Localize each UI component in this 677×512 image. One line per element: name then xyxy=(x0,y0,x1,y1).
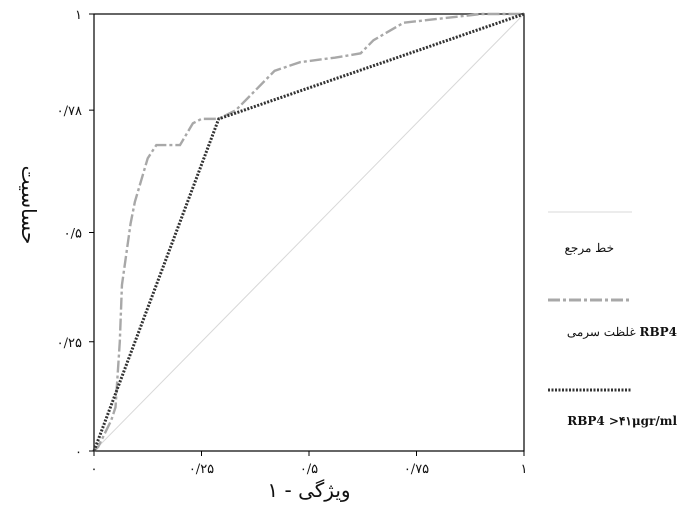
series-layer xyxy=(92,12,525,452)
y-tick-label: ۰/۷۸ xyxy=(57,104,82,119)
series-line-1 xyxy=(93,12,524,452)
legend-label-cutoff: RBP4 >۴۱μgr/ml xyxy=(567,414,677,428)
x-tick-label: ۰ xyxy=(91,462,98,477)
y-tick-label: ۰/۲۵ xyxy=(57,336,82,351)
x-tick-label: ۰/۷۵ xyxy=(404,462,429,477)
legend-label-serum: غلظت سرمی RBP4 xyxy=(567,325,677,339)
legend-label-serum-suffix: RBP4 xyxy=(640,325,677,339)
legend: خط مرجع غلظت سرمی RBP4 RBP4 >۴۱μgr/ml xyxy=(548,211,677,428)
y-tick-label: ۱ xyxy=(75,8,82,23)
x-tick-label: ۰/۵ xyxy=(300,462,318,477)
x-axis-title: ویژگی - ۱ xyxy=(267,478,350,502)
tick-layer: ۰ ۰/۲۵ ۰/۵ ۰/۷۵ ۱ ۰ ۰/۲۵ ۰/۵ ۰/۷۸ ۱ xyxy=(57,8,528,477)
x-tick-label: ۱ xyxy=(521,462,528,477)
y-axis-title: حساسیت xyxy=(17,166,41,245)
series-line-0 xyxy=(93,13,525,452)
x-tick-label: ۰/۲۵ xyxy=(189,462,214,477)
y-tick-label: ۰ xyxy=(75,445,82,460)
legend-label-reference: خط مرجع xyxy=(565,241,614,255)
series-line-2 xyxy=(92,12,525,452)
legend-label-serum-prefix: غلظت سرمی xyxy=(567,325,636,339)
y-tick-label: ۰/۵ xyxy=(64,227,82,242)
